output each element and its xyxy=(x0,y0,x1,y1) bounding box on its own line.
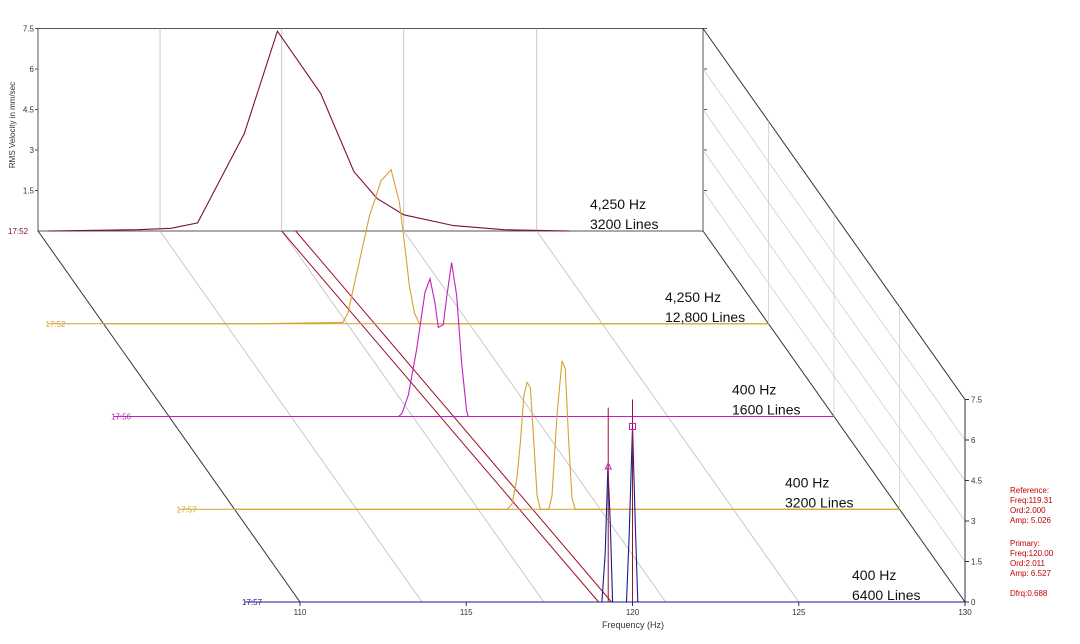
primary-label: Primary: xyxy=(1010,539,1040,548)
series-line-1 xyxy=(47,29,571,232)
reference-freq: Freq:119.31 xyxy=(1010,496,1053,505)
labels-group: RMS Velocity in mm/sec Frequency (Hz) 1.… xyxy=(8,25,983,631)
front-y-tick-label: 4.5 xyxy=(971,477,983,486)
annotation-lines-5: 6400 Lines xyxy=(852,587,921,603)
reference-label: Reference: xyxy=(1010,486,1049,495)
series-line-3 xyxy=(169,262,834,418)
x-axis-label: Frequency (Hz) xyxy=(602,620,664,630)
back-y-tick-label: 3 xyxy=(30,146,35,155)
annotation-lines-3: 1600 Lines xyxy=(732,402,801,418)
reference-marker-triangle xyxy=(604,461,613,470)
y-axis-label: RMS Velocity in mm/sec xyxy=(8,82,17,168)
series-line-4 xyxy=(234,360,900,510)
annotation-lines-1: 3200 Lines xyxy=(590,216,659,232)
front-y-tick-label: 6 xyxy=(971,436,976,445)
annotation-rate-2: 4,250 Hz xyxy=(665,289,721,305)
time-label-1: 17:52 xyxy=(8,227,29,236)
time-label-2: 17:52 xyxy=(46,320,67,329)
time-label-4: 17:57 xyxy=(177,505,198,514)
primary-marker-square xyxy=(629,423,636,430)
front-y-tick-label: 7.5 xyxy=(971,396,983,405)
primary-ord: Ord:2.011 xyxy=(1010,559,1046,568)
reference-ord: Ord:2.000 xyxy=(1010,506,1046,515)
delta-freq: Dfrq:0.688 xyxy=(1010,589,1048,598)
series-group xyxy=(47,29,965,603)
front-y-tick-label: 1.5 xyxy=(971,558,983,567)
x-tick-label: 130 xyxy=(958,608,972,617)
annotation-rate-4: 400 Hz xyxy=(785,474,829,490)
primary-amp: Amp: 6.527 xyxy=(1010,569,1051,578)
back-y-tick-label: 1.5 xyxy=(23,187,35,196)
back-wall-frame xyxy=(37,28,704,232)
front-y-tick-label: 3 xyxy=(971,517,976,526)
back-y-tick-label: 7.5 xyxy=(23,25,35,34)
back-y-tick-label: 4.5 xyxy=(23,106,35,115)
front-y-tick-label: 0 xyxy=(971,598,976,607)
time-label-5: 17:57 xyxy=(242,598,263,607)
cursor-readout: Reference: Freq:119.31 Ord:2.000 Amp: 5.… xyxy=(1010,486,1054,598)
annotation-rate-1: 4,250 Hz xyxy=(590,196,646,212)
annotation-lines-4: 3200 Lines xyxy=(785,494,854,510)
back-y-tick-label: 6 xyxy=(30,65,35,74)
series-line-2 xyxy=(103,168,769,325)
x-tick-label: 120 xyxy=(626,608,640,617)
annotation-rate-5: 400 Hz xyxy=(852,567,896,583)
x-tick-label: 110 xyxy=(294,608,307,617)
annotation-lines-2: 12,800 Lines xyxy=(665,309,745,325)
chart-grid xyxy=(35,28,969,606)
series-line-5 xyxy=(300,426,965,603)
reference-amp: Amp: 5.026 xyxy=(1010,516,1051,525)
time-label-3: 17:56 xyxy=(111,413,132,422)
x-tick-label: 125 xyxy=(792,608,806,617)
annotation-rate-3: 400 Hz xyxy=(732,382,776,398)
x-tick-label: 115 xyxy=(460,608,473,617)
primary-freq: Freq:120.00 xyxy=(1010,549,1054,558)
